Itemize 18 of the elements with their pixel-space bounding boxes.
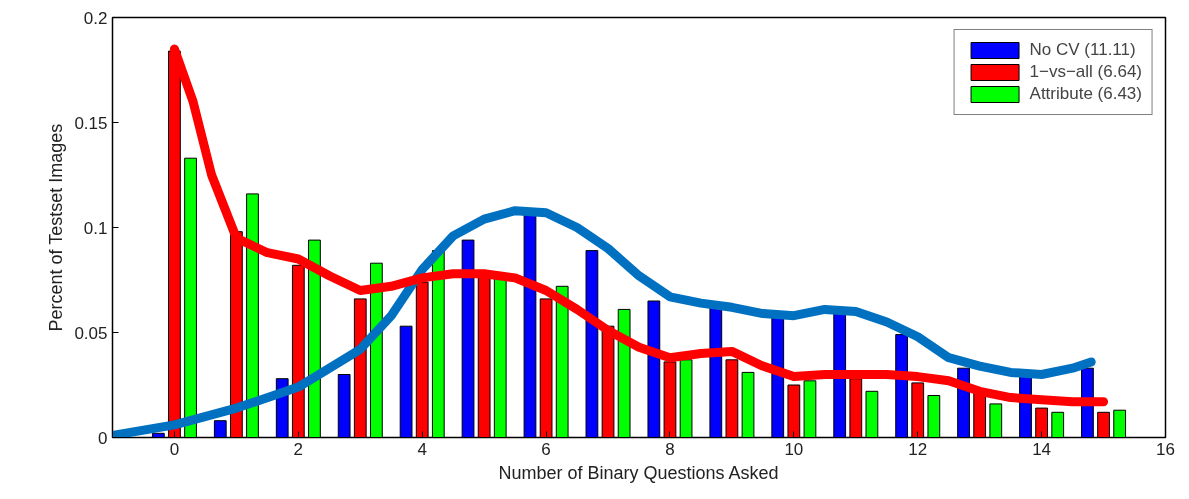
x-tick-label: 8 — [665, 439, 675, 459]
x-tick-label: 12 — [908, 439, 928, 459]
x-tick-label: 6 — [541, 439, 551, 459]
x-tick-label: 16 — [1156, 439, 1175, 459]
x-tick-label: 2 — [293, 439, 304, 459]
y-tick-label: 0.2 — [83, 8, 108, 28]
x-tick-label: 0 — [169, 439, 180, 459]
legend-label: No CV (11.11) — [1029, 40, 1136, 60]
legend-label: 1−vs−all (6.64) — [1029, 62, 1142, 82]
x-tick-label: 14 — [1032, 439, 1052, 459]
y-tick-label: 0.05 — [74, 323, 108, 343]
x-tick-label: 4 — [417, 439, 427, 459]
y-tick-label: 0.1 — [83, 218, 108, 238]
y-tick-label: 0.15 — [74, 113, 108, 133]
x-axis-title: Number of Binary Questions Asked — [498, 462, 779, 483]
x-tick-label: 10 — [784, 439, 804, 459]
legend-label: Attribute (6.43) — [1029, 84, 1142, 104]
y-axis-title: Percent of Testset Images — [46, 123, 67, 332]
